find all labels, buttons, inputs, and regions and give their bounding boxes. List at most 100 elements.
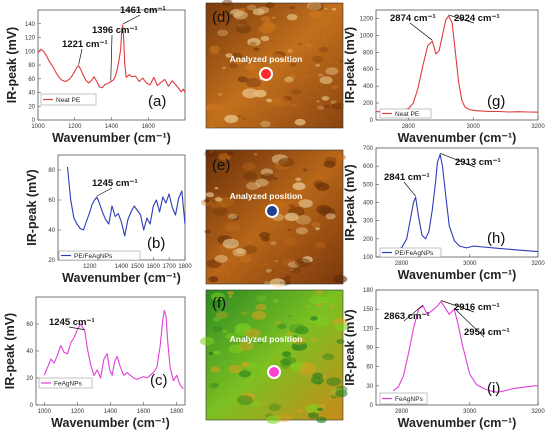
afm-grain (227, 151, 234, 156)
afm-grain (315, 242, 326, 249)
annotation-leader (409, 22, 433, 41)
chart-c: 0 20 40 60 1000 1200 1400 1600 1800 FeAgNPs 1245 c… (3, 296, 186, 430)
afm-grain (332, 8, 337, 11)
afm-grain (255, 295, 267, 302)
afm-grain (299, 363, 317, 374)
y-tick-label: 300 (363, 219, 374, 225)
afm-grain (322, 353, 335, 361)
x-tick-label: 1500 (131, 264, 145, 270)
afm-grain (229, 214, 239, 221)
afm-grain (246, 4, 257, 11)
afm-grain (315, 289, 324, 295)
afm-grain (318, 46, 329, 53)
afm-grain (245, 78, 262, 88)
annotation-leader (441, 300, 475, 313)
plot-frame (375, 289, 539, 406)
afm-grain (213, 104, 225, 111)
x-axis-title: Wavenumber (cm⁻¹) (51, 416, 170, 430)
afm-grain (310, 316, 318, 321)
peak-annotation: 2863 cm⁻¹ (384, 311, 430, 322)
afm-grain (263, 262, 268, 266)
peak-annotation: 2924 cm⁻¹ (454, 13, 500, 24)
afm-grain (322, 35, 328, 39)
legend-label: PE/FeAgNPs (74, 253, 113, 260)
x-tick-label: 2800 (402, 124, 416, 130)
afm-grain (311, 222, 321, 228)
peak-annotation: 2913 cm⁻¹ (455, 157, 501, 168)
afm-grain (293, 335, 297, 338)
afm-grain (336, 339, 345, 344)
afm-grain (257, 340, 263, 344)
afm-grain (306, 1, 322, 11)
afm-grain (253, 47, 260, 51)
y-tick-label: 200 (363, 237, 374, 243)
series-line (66, 166, 186, 237)
afm-grain (315, 302, 323, 307)
afm-grain (269, 270, 274, 273)
afm-grain (242, 117, 246, 120)
analyzed-position-marker (265, 204, 279, 218)
afm-grain (233, 58, 244, 65)
afm-grain (224, 114, 239, 124)
afm-grain (279, 280, 285, 285)
y-tick-label: 600 (363, 67, 374, 73)
afm-background (205, 289, 344, 421)
afm-grain (280, 334, 293, 342)
afm-grain (292, 103, 297, 107)
x-tick-label: 1200 (68, 124, 82, 130)
legend-label: PE/FeAgNPs (395, 250, 434, 257)
afm-grain (224, 222, 241, 232)
afm-grain (215, 197, 223, 202)
legend-box (379, 392, 428, 405)
afm-grain (218, 92, 223, 96)
afm-grain (302, 168, 308, 172)
afm-grain (311, 376, 324, 385)
afm-texture (199, 289, 349, 424)
afm-grain (267, 53, 284, 63)
afm-grain (221, 66, 227, 70)
afm-grain (250, 401, 261, 408)
afm-grain (330, 100, 337, 104)
legend-label: Neat PE (395, 111, 420, 118)
afm-grain (249, 41, 257, 46)
afm-grain (253, 89, 267, 98)
legend: FeAgNPs (379, 392, 428, 405)
afm-grain (208, 149, 214, 153)
afm-grain (218, 153, 232, 161)
afm-grain (320, 341, 325, 344)
legend: FeAgNPs (38, 377, 93, 389)
legend: Neat PE (40, 93, 97, 106)
afm-grain (230, 52, 243, 61)
afm-grain (212, 325, 223, 332)
afm-grain (286, 331, 293, 336)
afm-grain (325, 213, 336, 220)
y-tick-label: 600 (363, 164, 374, 170)
analyzed-position-label: Analyzed position (230, 334, 303, 344)
annotation-leader (78, 48, 83, 65)
x-tick-label: 1400 (104, 409, 118, 415)
chart-i: 0 30 60 90 120 150 180 2800 3000 3200 FeAgNPs 2863 … (343, 288, 545, 430)
afm-grain (211, 201, 226, 211)
afm-grain (258, 24, 274, 34)
afm-grain (272, 16, 276, 19)
peak-annotation: 2916 cm⁻¹ (454, 302, 500, 313)
afm-grain (288, 204, 296, 208)
afm-grain (253, 153, 258, 156)
afm-grain (208, 276, 219, 283)
afm-grain (260, 173, 275, 182)
y-tick-label: 40 (26, 349, 33, 355)
peak-annotation: 1396 cm⁻¹ (92, 25, 138, 36)
panel-label: (i) (487, 380, 500, 397)
afm-grain (251, 310, 267, 320)
afm-grain (242, 245, 257, 254)
y-tick-label: 120 (25, 36, 36, 42)
legend-label: Neat PE (56, 97, 81, 104)
afm-grain (317, 171, 333, 181)
panel-label: (h) (487, 230, 505, 247)
x-tick-label: 1800 (170, 409, 184, 415)
peak-annotation: 2841 cm⁻¹ (384, 172, 430, 183)
y-axis-title: IR-peak (mV) (3, 313, 17, 389)
afm-grain (217, 29, 229, 37)
afm-grain (307, 412, 319, 419)
